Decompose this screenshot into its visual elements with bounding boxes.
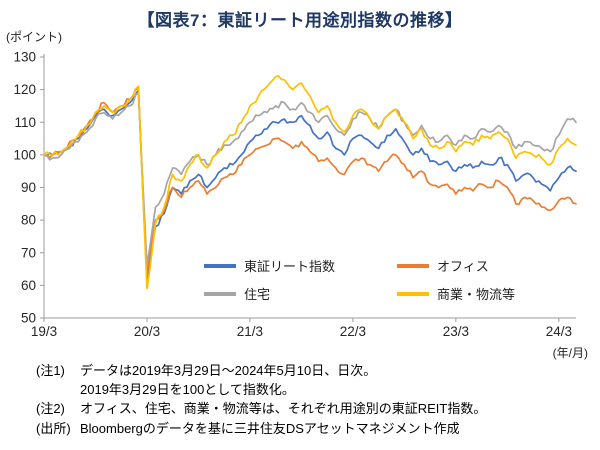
footnote-row: 2019年3月29日を100として指数化。 <box>36 380 592 399</box>
footnote-label: (注2) <box>36 401 65 417</box>
legend-swatch-gray <box>204 291 236 296</box>
svg-text:20/3: 20/3 <box>134 324 160 339</box>
chart-legend: 東証リート指数 オフィス 住宅 商業・物流等 <box>204 256 515 303</box>
svg-text:19/3: 19/3 <box>31 324 57 339</box>
legend-label: 商業・物流等 <box>437 287 516 302</box>
footnote-label: (出所) <box>36 420 71 436</box>
legend-label: オフィス <box>437 259 489 274</box>
y-axis-unit-label: (ポイント) <box>6 30 62 44</box>
legend-item-office: オフィス <box>397 256 515 275</box>
svg-text:21/3: 21/3 <box>237 324 263 339</box>
footnote-text: Bloombergのデータを基に三井住友DSアセットマネジメント作成 <box>80 420 460 436</box>
svg-text:24/3: 24/3 <box>546 324 572 339</box>
legend-swatch-blue <box>204 263 236 268</box>
footnote-row: (注1) データは2019年3月29日～2024年5月10日、日次。 <box>36 361 592 380</box>
legend-item-commercial-logistics: 商業・物流等 <box>397 284 515 303</box>
svg-text:130: 130 <box>13 50 36 65</box>
chart-title: 【図表7：東証リート用途別指数の推移】 <box>137 11 463 30</box>
footnote-text: 2019年3月29日を100として指数化。 <box>80 382 295 398</box>
line-chart: 50 60 70 80 90 100 110 120 130 19/3 20/3 21/3 22/3 23… <box>13 50 577 339</box>
svg-text:90: 90 <box>21 180 36 195</box>
svg-text:70: 70 <box>21 245 36 260</box>
legend-label: 東証リート指数 <box>244 259 336 274</box>
svg-text:110: 110 <box>14 115 36 130</box>
footnote-label <box>36 380 80 399</box>
footnote-text: オフィス、住宅、商業・物流等は、それぞれ用途別の東証REIT指数。 <box>80 401 487 417</box>
svg-text:60: 60 <box>21 278 36 293</box>
footnote-row: (出所) Bloombergのデータを基に三井住友DSアセットマネジメント作成 <box>36 419 592 438</box>
footnotes: (注1) データは2019年3月29日～2024年5月10日、日次。 2019年… <box>36 361 592 438</box>
footnote-text: データは2019年3月29日～2024年5月10日、日次。 <box>80 363 377 378</box>
footnote-row: (注2) オフィス、住宅、商業・物流等は、それぞれ用途別の東証REIT指数。 <box>36 399 592 418</box>
legend-item-residential: 住宅 <box>204 284 389 303</box>
svg-text:50: 50 <box>21 311 36 326</box>
svg-text:23/3: 23/3 <box>443 324 469 339</box>
svg-text:100: 100 <box>13 147 36 162</box>
legend-swatch-yellow <box>397 291 429 296</box>
svg-text:120: 120 <box>13 82 36 97</box>
legend-label: 住宅 <box>244 287 271 302</box>
svg-text:80: 80 <box>21 213 36 228</box>
legend-item-tse-reit-index: 東証リート指数 <box>204 256 389 275</box>
svg-text:22/3: 22/3 <box>340 324 366 339</box>
x-axis-unit-label: (年/月) <box>552 346 588 360</box>
legend-swatch-orange <box>397 263 429 268</box>
footnote-label: (注1) <box>36 363 65 378</box>
